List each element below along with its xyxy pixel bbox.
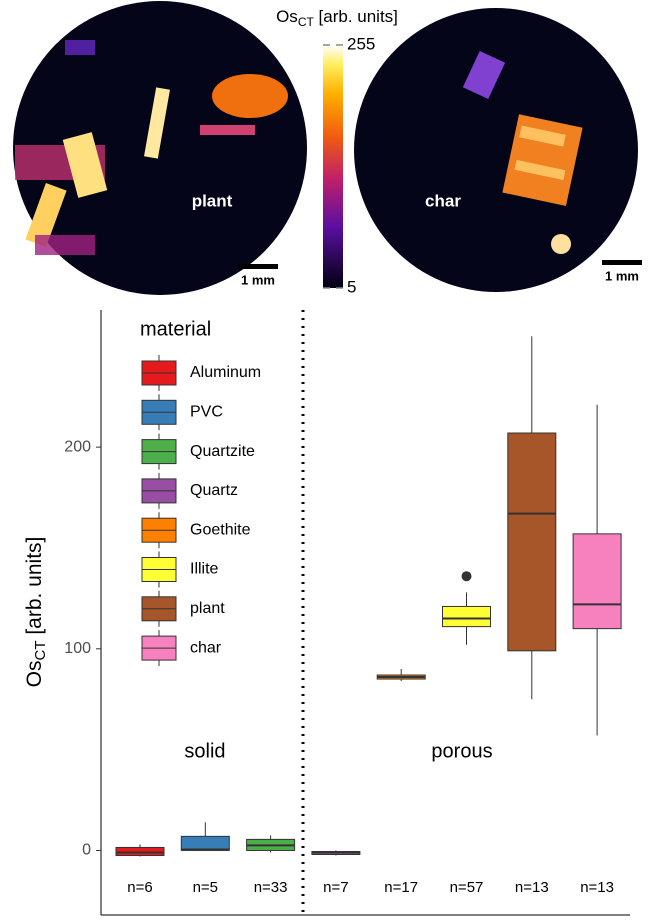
panel-label: plant xyxy=(192,191,233,210)
n-label: n=13 xyxy=(515,879,549,896)
n-label: n=5 xyxy=(193,879,218,896)
legend-label: Goethite xyxy=(190,521,251,538)
n-label: n=57 xyxy=(450,879,484,896)
y-tick-label: 100 xyxy=(64,640,91,657)
colorbar-title: OsCT [arb. units] xyxy=(276,7,398,29)
ct-image-plant xyxy=(13,1,307,295)
legend-label: PVC xyxy=(190,404,223,421)
n-label: n=17 xyxy=(384,879,418,896)
box xyxy=(181,836,229,850)
annotation: porous xyxy=(431,740,492,762)
n-label: n=13 xyxy=(580,879,614,896)
box xyxy=(573,534,621,629)
annotation: solid xyxy=(184,740,225,762)
legend-label: Illite xyxy=(190,561,219,578)
box xyxy=(508,433,556,651)
box xyxy=(443,606,491,626)
n-label: n=7 xyxy=(323,879,348,896)
legend-label: Quartzite xyxy=(190,443,255,460)
panel-label: char xyxy=(425,191,461,210)
n-label: n=6 xyxy=(127,879,152,896)
n-label: n=33 xyxy=(254,879,288,896)
box xyxy=(116,847,164,855)
colorbar xyxy=(323,45,343,288)
y-axis-title: OsCT [arb. units] xyxy=(23,537,49,688)
colorbar-tick-label: 5 xyxy=(347,277,356,296)
scale-label: 1 mm xyxy=(241,272,275,287)
y-tick-label: 0 xyxy=(82,842,91,859)
scale-label: 1 mm xyxy=(605,268,639,283)
scale-bar xyxy=(602,260,642,265)
legend-label: char xyxy=(190,639,222,656)
legend-label: plant xyxy=(190,600,225,617)
scale-bar xyxy=(238,264,278,269)
figure: plant 1 mm char 1 mm OsCT [arb. units] O… xyxy=(0,0,648,919)
colorbar-tick-label: 255 xyxy=(347,34,375,53)
legend-label: Quartz xyxy=(190,482,238,499)
ct-image-char xyxy=(354,8,638,292)
y-tick-label: 200 xyxy=(64,438,91,455)
legend-title: material xyxy=(140,318,211,340)
outlier xyxy=(462,571,472,581)
legend-label: Aluminum xyxy=(190,364,261,381)
